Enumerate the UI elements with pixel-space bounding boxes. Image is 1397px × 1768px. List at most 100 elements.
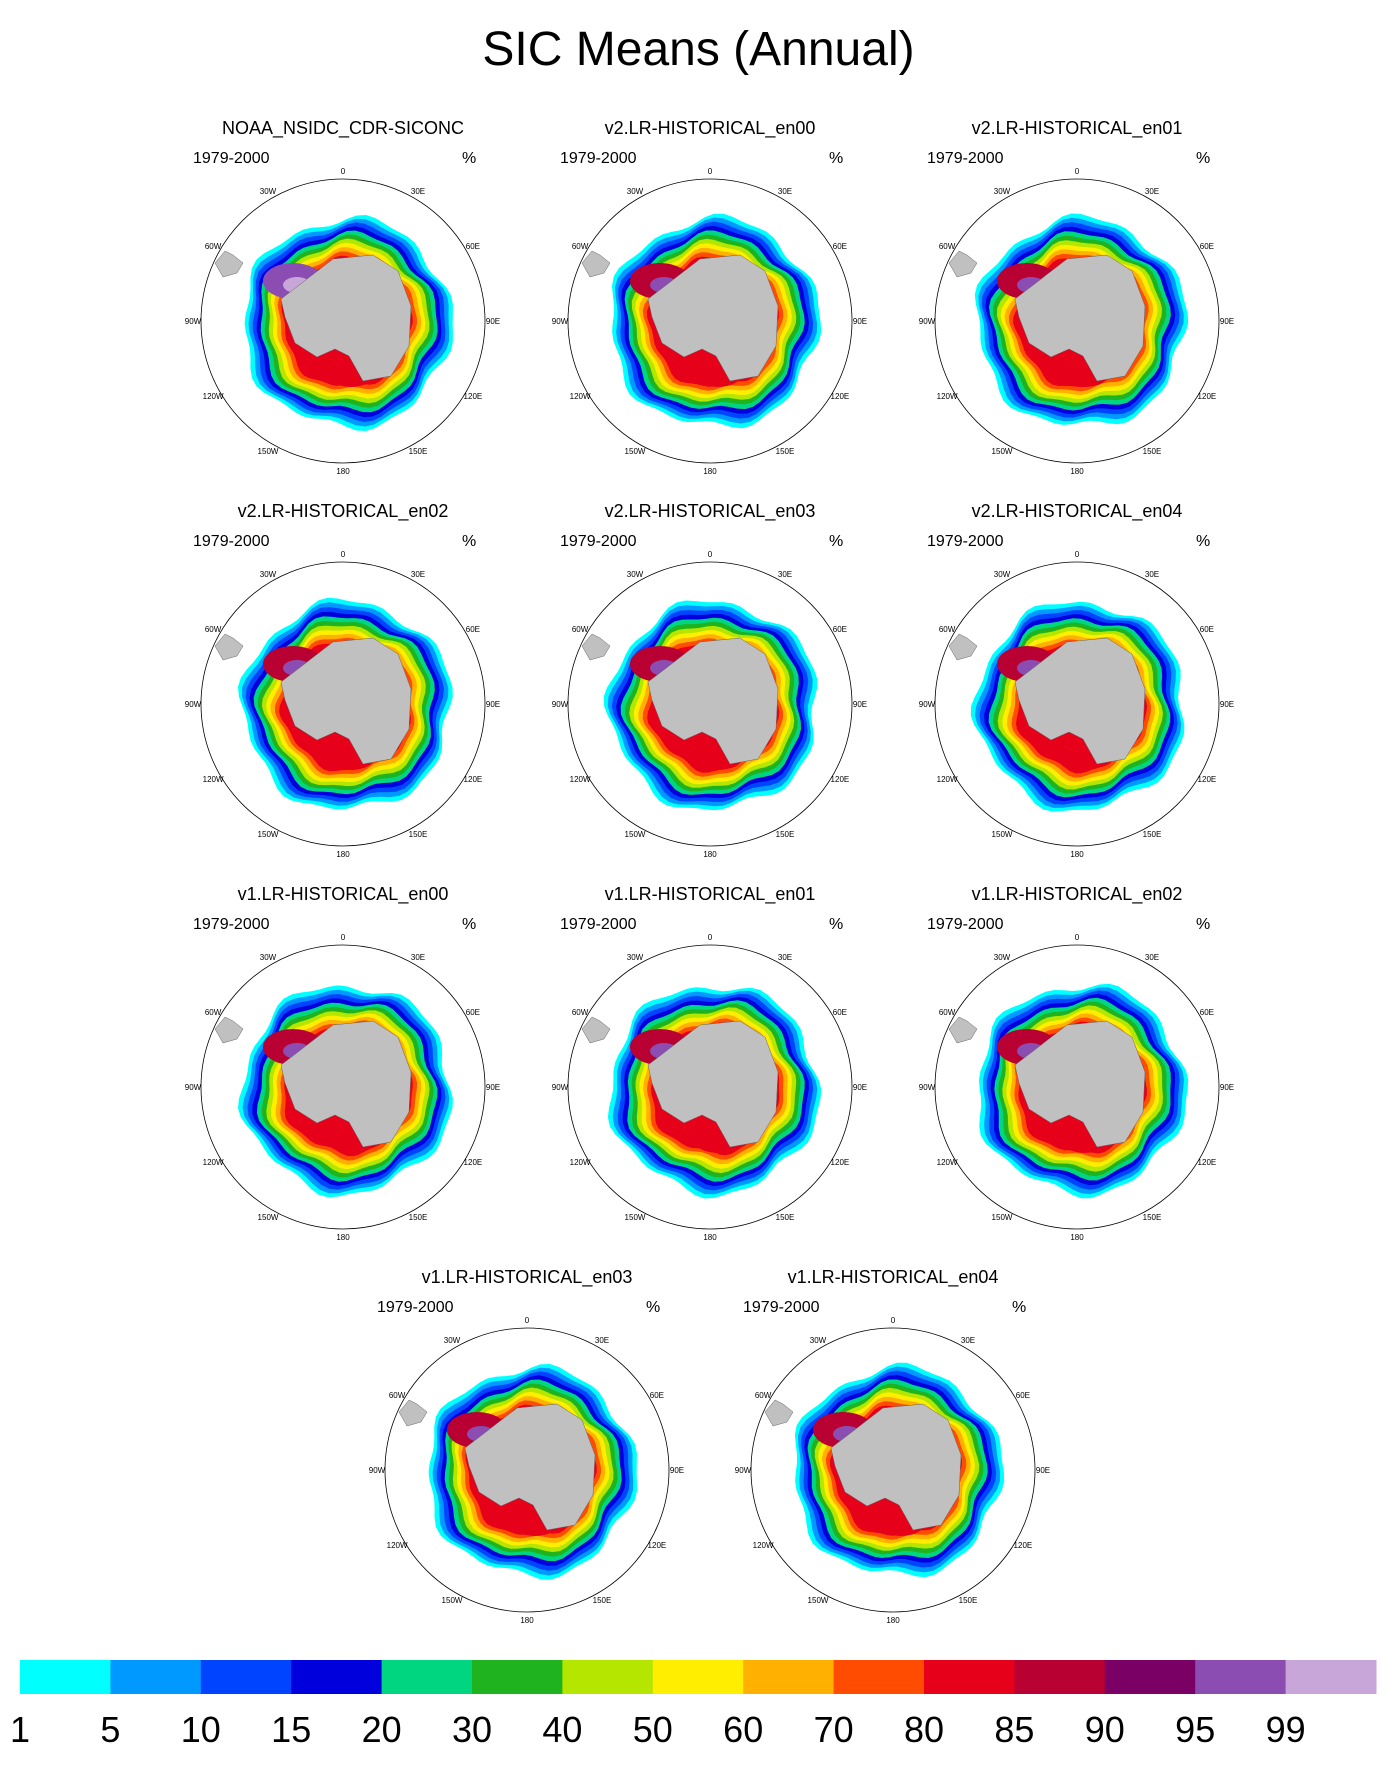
south-america-landmass: [214, 1016, 244, 1044]
panel-period: 1979-2000: [560, 150, 637, 167]
longitude-label: 150W: [625, 830, 646, 839]
panel-units: %: [1196, 916, 1211, 933]
longitude-label: 30E: [1145, 187, 1159, 196]
longitude-label: 180: [886, 1616, 900, 1625]
longitude-label: 150W: [625, 1213, 646, 1222]
longitude-label: 0: [891, 1316, 896, 1325]
panel-units: %: [462, 533, 477, 550]
longitude-label: 60E: [650, 1391, 664, 1400]
panel-units: %: [462, 916, 477, 933]
south-america-landmass: [764, 1399, 794, 1427]
panel-units: %: [1196, 533, 1211, 550]
longitude-label: 90W: [552, 317, 569, 326]
south-america-landmass: [214, 633, 244, 661]
map-panel: v1.LR-HISTORICAL_en04 1979-2000% 0 30E 60E 90…: [723, 1267, 1063, 1637]
panel-period: 1979-2000: [927, 533, 1004, 550]
panel-units: %: [829, 150, 844, 167]
longitude-label: 30W: [260, 953, 277, 962]
polar-map: 0 30E 60E 90E 120E 150E 180 150W 120W 90W 60W 30W: [552, 167, 867, 476]
colorbar-tick-label: 10: [181, 1709, 221, 1750]
longitude-label: 90W: [552, 700, 569, 709]
longitude-label: 60W: [572, 242, 589, 251]
longitude-label: 120W: [203, 392, 224, 401]
longitude-label: 30E: [411, 953, 425, 962]
colorbar-swatch: [924, 1660, 1015, 1694]
panel-period: 1979-2000: [377, 1299, 454, 1316]
longitude-label: 120E: [464, 1158, 483, 1167]
longitude-label: 150W: [258, 447, 279, 456]
longitude-label: 150W: [258, 1213, 279, 1222]
antarctica-landmass: [830, 1403, 962, 1531]
colorbar-tick-label: 90: [1085, 1709, 1125, 1750]
longitude-label: 30E: [778, 187, 792, 196]
panel-title: v1.LR-HISTORICAL_en02: [971, 884, 1183, 904]
longitude-label: 0: [525, 1316, 530, 1325]
longitude-label: 0: [341, 550, 346, 559]
south-america-landmass: [948, 250, 978, 278]
panel-units: %: [1012, 1299, 1027, 1316]
longitude-label: 30E: [778, 570, 792, 579]
longitude-label: 30W: [627, 953, 644, 962]
longitude-label: 150E: [776, 447, 795, 456]
panel-period: 1979-2000: [193, 916, 270, 933]
panel-period: 1979-2000: [193, 150, 270, 167]
polar-map: 0 30E 60E 90E 120E 150E 180 150W 120W 90W 60W 30W: [919, 167, 1234, 476]
longitude-label: 120W: [937, 1158, 958, 1167]
longitude-label: 150E: [776, 1213, 795, 1222]
antarctica-landmass: [647, 254, 779, 382]
longitude-label: 60W: [205, 625, 222, 634]
longitude-label: 90W: [919, 317, 936, 326]
colorbar-swatch: [652, 1660, 744, 1694]
longitude-label: 30W: [994, 187, 1011, 196]
panel-title: v1.LR-HISTORICAL_en04: [787, 1267, 999, 1287]
map-panel: v2.LR-HISTORICAL_en02 1979-2000% 0 30E 60E 90…: [173, 501, 513, 871]
antarctica-landmass: [1014, 1020, 1146, 1148]
panel-period: 1979-2000: [560, 533, 637, 550]
map-panel: v2.LR-HISTORICAL_en00 1979-2000% 0 30E 60E 90…: [540, 118, 880, 488]
longitude-label: 90W: [185, 1083, 202, 1092]
longitude-label: 60E: [1200, 625, 1214, 634]
longitude-label: 60W: [755, 1391, 772, 1400]
longitude-label: 90W: [185, 317, 202, 326]
colorbar-swatch: [1195, 1660, 1287, 1694]
panel-period: 1979-2000: [927, 150, 1004, 167]
colorbar-tick-label: 60: [723, 1709, 763, 1750]
longitude-label: 150E: [1143, 830, 1162, 839]
antarctica-landmass: [647, 1020, 779, 1148]
longitude-label: 0: [341, 167, 346, 176]
longitude-label: 90E: [486, 1083, 500, 1092]
colorbar-tick-label: 1: [10, 1709, 30, 1750]
longitude-label: 120E: [831, 1158, 850, 1167]
panel-period: 1979-2000: [193, 533, 270, 550]
colorbar-tick-label: 95: [1175, 1709, 1215, 1750]
longitude-label: 90W: [552, 1083, 569, 1092]
antarctica-landmass: [280, 254, 412, 382]
longitude-label: 60E: [833, 625, 847, 634]
colorbar-tick-label: 50: [633, 1709, 673, 1750]
colorbar-swatch: [1285, 1660, 1377, 1694]
south-america-landmass: [948, 633, 978, 661]
longitude-label: 90E: [1220, 1083, 1234, 1092]
panel-period: 1979-2000: [743, 1299, 820, 1316]
longitude-label: 180: [336, 1233, 350, 1242]
map-panel: v1.LR-HISTORICAL_en02 1979-2000% 0 30E 60E 90…: [907, 884, 1247, 1254]
panel-units: %: [646, 1299, 661, 1316]
panel-title: v2.LR-HISTORICAL_en00: [604, 118, 816, 138]
map-panel: NOAA_NSIDC_CDR-SICONC 1979-2000% 0 30E 60E 90…: [173, 118, 513, 488]
longitude-label: 150E: [409, 447, 428, 456]
south-america-landmass: [581, 250, 611, 278]
longitude-label: 180: [520, 1616, 534, 1625]
longitude-label: 60E: [1200, 242, 1214, 251]
colorbar-swatch: [20, 1660, 111, 1694]
colorbar-swatch: [1104, 1660, 1196, 1694]
longitude-label: 180: [703, 467, 717, 476]
map-panel: v2.LR-HISTORICAL_en04 1979-2000% 0 30E 60E 90…: [907, 501, 1247, 871]
longitude-label: 150W: [442, 1596, 463, 1605]
longitude-label: 60E: [833, 242, 847, 251]
longitude-label: 90E: [853, 1083, 867, 1092]
longitude-label: 90E: [670, 1466, 684, 1475]
colorbar-tick-label: 30: [452, 1709, 492, 1750]
longitude-label: 120W: [937, 392, 958, 401]
longitude-label: 30E: [1145, 953, 1159, 962]
longitude-label: 30E: [961, 1336, 975, 1345]
